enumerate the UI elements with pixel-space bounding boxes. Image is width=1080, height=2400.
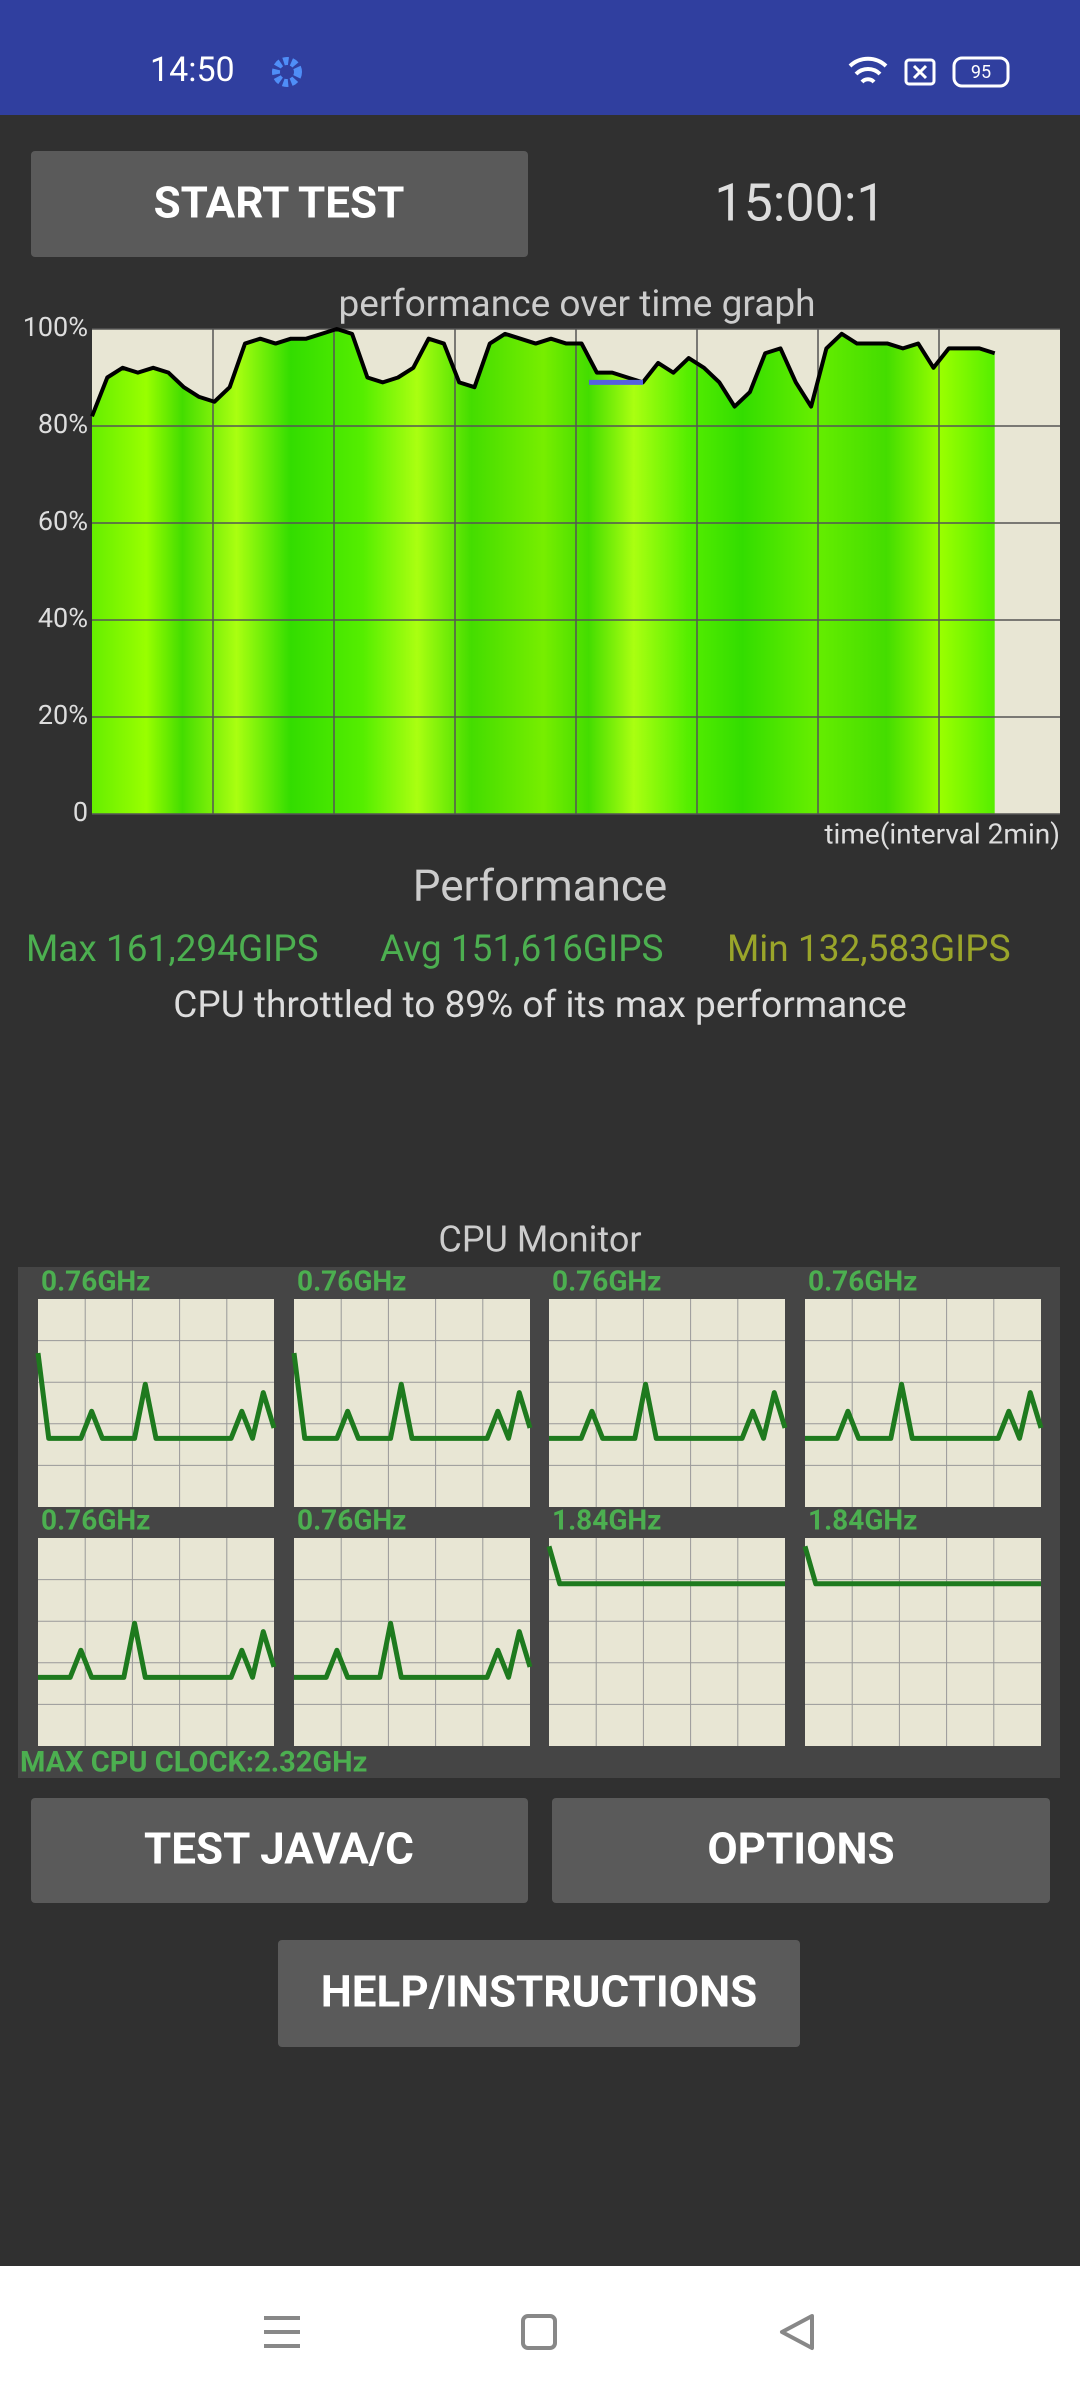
max-cpu-clock: MAX CPU CLOCK:2.32GHz [20, 1746, 367, 1780]
cpu-cores: 0.76GHz 0.76GHz 0.76GHz 0.76GHz 0.76GHz 0.76G… [35, 1264, 1044, 1746]
test-button[interactable]: TEST JAVA/C [31, 1798, 528, 1903]
options-button[interactable]: OPTIONS [552, 1798, 1050, 1903]
core-clock: 0.76GHz [552, 1264, 661, 1297]
core-graph-bg [38, 1538, 274, 1746]
nav-menu[interactable] [264, 2316, 300, 2348]
options-button-label[interactable]: OPTIONS [707, 1823, 894, 1875]
performance-area [92, 329, 995, 814]
start-button[interactable]: START TEST [31, 151, 528, 257]
core-clock: 1.84GHz [552, 1503, 661, 1536]
core-clock: 0.76GHz [41, 1264, 150, 1297]
core-clock: 0.76GHz [41, 1503, 150, 1536]
nav-back[interactable] [780, 2314, 814, 2350]
throttle-prefix: CPU throttled to [173, 984, 444, 1027]
y-tick-label: 60% [38, 505, 88, 537]
cpu-monitor-title: CPU Monitor [438, 1219, 641, 1261]
plot: 0 20% 40% 60% 80% 100% [23, 311, 1060, 828]
max-score: Max 161,294GIPS [26, 928, 319, 971]
settings-icon [272, 57, 302, 87]
y-tick-label: 100% [23, 311, 88, 343]
y-tick-label: 0 [73, 796, 88, 828]
core-graph-bg [294, 1299, 530, 1507]
throttle-suffix: of its max performance [513, 984, 907, 1027]
core-line [546, 1545, 785, 1587]
core-clock: 0.76GHz [297, 1264, 406, 1297]
core-clock: 0.76GHz [297, 1503, 406, 1536]
core-line [802, 1545, 1041, 1587]
y-tick-label: 20% [38, 699, 88, 731]
core-line [294, 1620, 533, 1680]
sim-x [912, 64, 928, 80]
performance-title: Performance [413, 860, 668, 912]
core-line [35, 1352, 277, 1441]
nav-bar [0, 2266, 1080, 2400]
throttle-text: CPU throttled to 89% of its max performa… [173, 984, 906, 1027]
test-button-bg[interactable] [31, 1798, 528, 1903]
core-graph-bg [549, 1299, 785, 1507]
timer: 15:00:1 [714, 173, 885, 234]
core-line [805, 1381, 1044, 1441]
core-graph-bg [38, 1299, 274, 1507]
nav-home[interactable] [521, 2314, 557, 2350]
core-graph-bg [805, 1538, 1041, 1746]
graph-title: performance over time graph [339, 283, 816, 326]
battery-level: 95 [971, 62, 991, 83]
test-button-label[interactable]: TEST JAVA/C [144, 1823, 414, 1875]
battery-icon [952, 56, 1010, 88]
performance-line [90, 327, 996, 418]
start-button-label[interactable]: START TEST [154, 177, 405, 229]
help-button-bg[interactable] [278, 1940, 800, 2047]
core-clock: 0.76GHz [808, 1264, 917, 1297]
x-axis-label: time(interval 2min) [824, 817, 1060, 850]
status-bar [0, 0, 1080, 115]
core-line [291, 1352, 533, 1441]
sim-icon [904, 58, 936, 86]
help-button[interactable]: HELP/INSTRUCTIONS [278, 1940, 800, 2047]
throttle-value: 89% [445, 984, 514, 1027]
help-button-label[interactable]: HELP/INSTRUCTIONS [321, 1966, 758, 2018]
core-graph-bg [294, 1538, 530, 1746]
min-score: Min 132,583GIPS [727, 928, 1011, 971]
options-button-bg[interactable] [552, 1798, 1050, 1903]
y-tick-label: 80% [38, 408, 88, 440]
start-button-bg[interactable] [31, 151, 528, 257]
core-line [38, 1620, 277, 1680]
y-tick-label: 40% [38, 602, 88, 634]
core-clock: 1.84GHz [808, 1503, 917, 1536]
avg-score: Avg 151,616GIPS [380, 928, 664, 971]
core-graph-bg [805, 1299, 1041, 1507]
clock: 14:50 [150, 50, 235, 90]
core-graph-bg [549, 1538, 785, 1746]
core-line [549, 1381, 788, 1441]
wifi-icon [848, 56, 888, 84]
